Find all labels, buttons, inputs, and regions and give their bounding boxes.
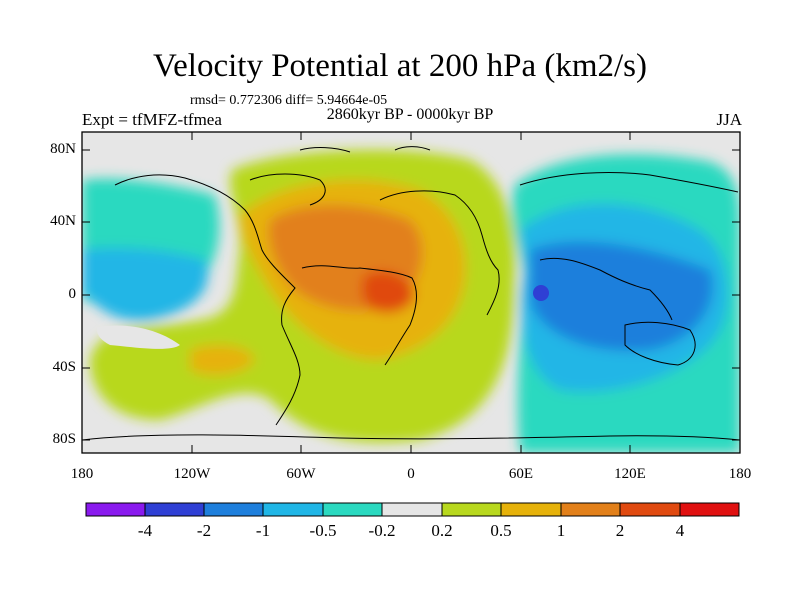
colorbar-frame [85, 502, 740, 517]
colorbar-bin-1 [86, 503, 145, 516]
colorbar-label: 0.5 [490, 521, 512, 540]
colorbar-label: -0.2 [368, 521, 396, 540]
colorbar-bin-6 [382, 503, 442, 516]
positive-contour-south-pacific [190, 344, 255, 376]
velocity-potential-field [82, 132, 740, 453]
colorbar [85, 502, 740, 517]
season-label: JJA [716, 110, 742, 129]
colorbar-bin-10 [620, 503, 680, 516]
colorbar-label: -0.5 [309, 521, 337, 540]
colorbar-bin-9 [561, 503, 620, 516]
period-label: 2860kyr BP - 0000kyr BP [326, 106, 494, 123]
map-ticks [82, 132, 740, 453]
x-tick-label: 120W [173, 466, 211, 482]
colorbar-label: -4 [137, 521, 153, 540]
colorbar-label: -1 [255, 521, 271, 540]
negative-contour-east-pacific [82, 248, 208, 321]
colorbar-bin-4 [263, 503, 323, 516]
coastlines [82, 146, 740, 441]
neutral-patch-south-pacific [96, 325, 180, 349]
colorbar-bin-7 [442, 503, 501, 516]
y-tick-label: 40S [52, 359, 76, 375]
y-tick-label: 80N [50, 141, 76, 157]
colorbar-bin-5 [323, 503, 382, 516]
colorbar-label: 4 [675, 521, 685, 540]
colorbar-bin-2 [145, 503, 204, 516]
colorbar-bin-11 [680, 503, 739, 516]
colorbar-label: 2 [615, 521, 625, 540]
x-tick-label: 60E [508, 466, 534, 482]
y-tick-label: 40N [50, 213, 76, 229]
x-tick-label: 180 [70, 466, 94, 482]
colorbar-label: -2 [196, 521, 212, 540]
map-title: Velocity Potential at 200 hPa (km2/s) [152, 48, 648, 84]
negative-minimum-indian-ocean [533, 285, 549, 301]
colorbar-bin-3 [204, 503, 263, 516]
x-tick-label: 180 [728, 466, 752, 482]
x-tick-label: 0 [407, 466, 415, 482]
colorbar-label: 0.2 [431, 521, 453, 540]
y-tick-label: 0 [68, 286, 77, 302]
x-tick-label: 60W [286, 466, 316, 482]
x-tick-label: 120E [614, 466, 646, 482]
colorbar-label: 1 [556, 521, 566, 540]
experiment-label: Expt = tfMFZ-tfmea [82, 110, 222, 129]
colorbar-bin-8 [501, 503, 561, 516]
positive-contour-africa-max [361, 271, 415, 313]
rmsd-diff-stats: rmsd= 0.772306 diff= 5.94664e-05 [190, 93, 388, 108]
y-tick-label: 80S [52, 431, 76, 447]
